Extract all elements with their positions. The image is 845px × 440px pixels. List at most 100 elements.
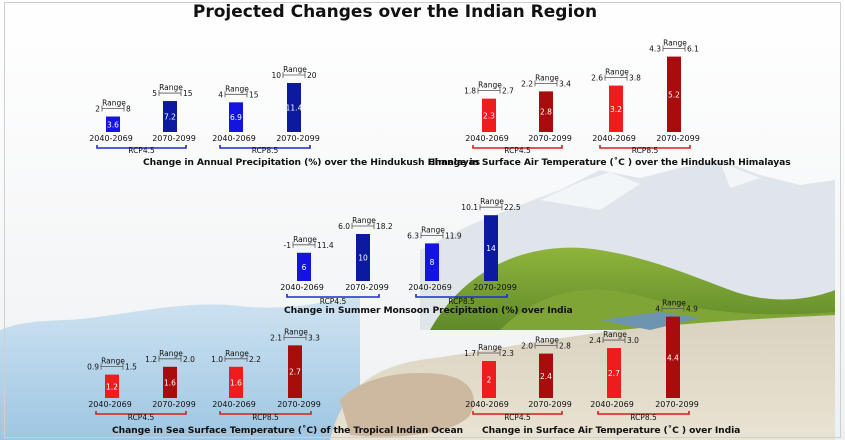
range-high-label: 2.0 xyxy=(183,355,195,364)
range-low-label: 2.1 xyxy=(270,333,282,342)
bar-hindukush-precip-3 xyxy=(287,82,301,132)
scenario-label: RCP8.5 xyxy=(630,413,657,422)
range-high-label: 20 xyxy=(307,71,317,80)
scenario-bracket xyxy=(472,145,563,149)
bar-hindukush-precip-0 xyxy=(106,116,120,132)
range-label: Range xyxy=(225,349,249,358)
range-low-label: 10.1 xyxy=(461,203,478,212)
panel-title-monsoon-precip: Change in Summer Monsoon Precipitation (… xyxy=(284,305,573,316)
period-label: 2040-2069 xyxy=(89,134,133,143)
range-label: Range xyxy=(663,39,687,48)
scenario-bracket xyxy=(415,294,508,298)
range-label: Range xyxy=(480,197,504,206)
range-low-label: -1 xyxy=(284,241,292,250)
range-label: Range xyxy=(283,65,307,74)
range-label: Range xyxy=(662,299,686,308)
range-label: Range xyxy=(159,83,183,92)
range-high-label: 15 xyxy=(249,90,259,99)
period-label: 2070-2099 xyxy=(528,400,572,409)
range-label: Range xyxy=(352,216,376,225)
bar-value-label: 6.9 xyxy=(230,113,242,122)
bar-monsoon-precip-0 xyxy=(297,252,311,281)
snow-cap xyxy=(540,172,640,210)
range-low-label: 4.3 xyxy=(649,45,661,54)
scenario-bracket xyxy=(286,294,380,298)
range-high-label: 18.2 xyxy=(376,222,393,231)
range-label: Range xyxy=(478,81,502,90)
scenario-bracket xyxy=(219,145,311,149)
range-label: Range xyxy=(293,235,317,244)
solar-field xyxy=(600,312,700,330)
bar-value-label: 3.2 xyxy=(610,105,622,114)
panel-title-hindukush-temp: Change in Surface Air Temperature (˚C ) … xyxy=(428,157,791,168)
period-label: 2040-2069 xyxy=(590,400,634,409)
bar-value-label: 2.7 xyxy=(289,368,301,377)
range-low-label: 5 xyxy=(152,89,157,98)
scenario-label: RCP8.5 xyxy=(448,297,475,306)
period-label: 2070-2099 xyxy=(655,400,699,409)
bar-value-label: 3.6 xyxy=(107,120,119,129)
bar-value-label: 10 xyxy=(358,254,368,263)
bar-hindukush-temp-3 xyxy=(667,56,681,132)
range-label: Range xyxy=(535,336,559,345)
period-label: 2070-2099 xyxy=(276,134,320,143)
scenario-label: RCP8.5 xyxy=(252,413,279,422)
scenario-bracket xyxy=(96,145,187,149)
period-label: 2040-2069 xyxy=(212,134,256,143)
range-high-label: 15 xyxy=(183,89,193,98)
range-high-label: 2.2 xyxy=(249,355,261,364)
bar-value-label: 2 xyxy=(487,376,492,385)
range-label: Range xyxy=(225,84,249,93)
bar-value-label: 2.4 xyxy=(540,372,552,381)
panel-title-india-temp: Change in Surface Air Temperature (˚C ) … xyxy=(482,425,741,436)
scenario-bracket xyxy=(219,411,312,415)
bar-value-label: 11.4 xyxy=(286,103,303,112)
bar-ocean-sst-2 xyxy=(229,366,243,398)
bar-monsoon-precip-3 xyxy=(484,215,498,281)
range-label: Range xyxy=(101,357,125,366)
panel-title-ocean-sst: Change in Sea Surface Temperature (˚C) o… xyxy=(112,425,463,436)
period-label: 2070-2099 xyxy=(152,134,196,143)
range-low-label: 4 xyxy=(218,90,223,99)
range-low-label: 2 xyxy=(95,105,100,114)
bar-hindukush-temp-1 xyxy=(539,91,553,132)
range-high-label: 3.4 xyxy=(559,79,571,88)
scenario-label: RCP8.5 xyxy=(632,146,659,155)
range-high-label: 2.7 xyxy=(502,87,514,96)
bar-india-temp-0 xyxy=(482,361,496,398)
period-label: 2040-2069 xyxy=(592,134,636,143)
range-label: Range xyxy=(284,327,308,336)
range-low-label: 6.3 xyxy=(407,231,419,240)
range-label: Range xyxy=(478,343,502,352)
period-label: 2040-2069 xyxy=(280,283,324,292)
range-low-label: 1.2 xyxy=(145,355,157,364)
range-low-label: 6.0 xyxy=(338,222,350,231)
range-high-label: 11.4 xyxy=(317,241,334,250)
period-label: 2040-2069 xyxy=(408,283,452,292)
range-low-label: 1.7 xyxy=(464,349,476,358)
bar-india-temp-3 xyxy=(666,316,680,398)
range-label: Range xyxy=(102,99,126,108)
snow-cap xyxy=(720,162,760,188)
scenario-label: RCP4.5 xyxy=(128,146,155,155)
sea-area xyxy=(0,296,360,440)
range-low-label: 2.2 xyxy=(521,79,533,88)
bar-india-temp-2 xyxy=(607,348,621,398)
period-label: 2070-2099 xyxy=(277,400,321,409)
bar-ocean-sst-0 xyxy=(105,374,119,398)
range-high-label: 11.9 xyxy=(445,231,462,240)
range-label: Range xyxy=(535,73,559,82)
bar-monsoon-precip-2 xyxy=(425,243,439,281)
bar-value-label: 1.2 xyxy=(106,382,118,391)
range-label: Range xyxy=(605,68,629,77)
scenario-label: RCP4.5 xyxy=(128,413,155,422)
range-high-label: 1.5 xyxy=(125,363,137,372)
bar-value-label: 6 xyxy=(302,263,307,272)
bar-ocean-sst-1 xyxy=(163,366,177,398)
range-high-label: 4.9 xyxy=(686,305,698,314)
range-high-label: 3.0 xyxy=(627,336,639,345)
scenario-bracket xyxy=(95,411,187,415)
period-label: 2070-2099 xyxy=(345,283,389,292)
